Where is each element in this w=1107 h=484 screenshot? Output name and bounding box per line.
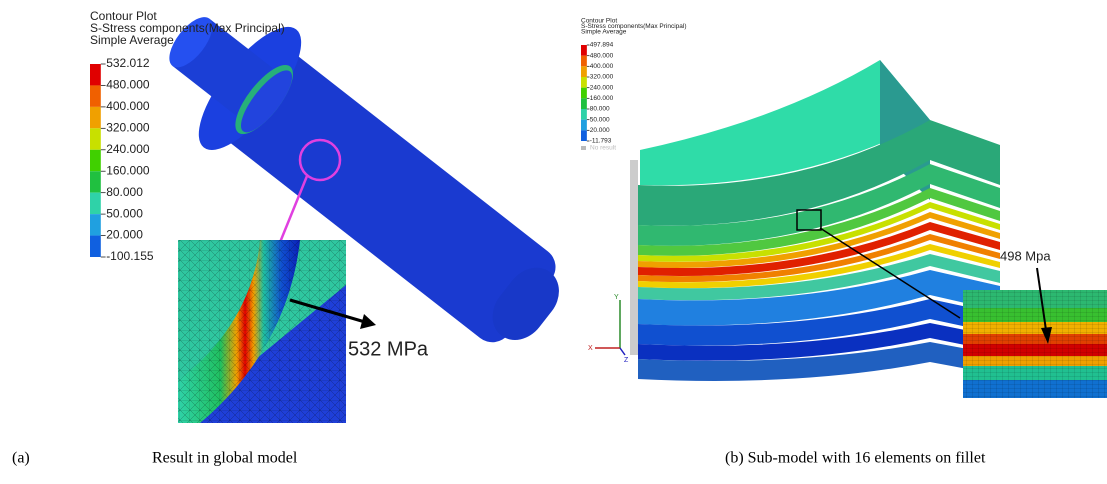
- legend-swatch: [581, 130, 587, 141]
- legend-swatch: [90, 64, 101, 85]
- legend-title: Simple Average: [581, 29, 627, 36]
- legend-label: 240.000: [590, 84, 614, 91]
- submodel-block: [630, 60, 1000, 381]
- legend-swatch: [581, 45, 587, 56]
- legend-swatch: [581, 146, 586, 150]
- legend-swatch: [90, 193, 101, 214]
- axis-label: X: [588, 345, 593, 352]
- legend-label: -11.793: [590, 138, 612, 145]
- legend-label: 50.000: [590, 116, 610, 123]
- inset-global: [178, 240, 376, 423]
- axis-label: Z: [624, 357, 629, 364]
- legend-label: 497.894: [590, 42, 614, 49]
- legend-label: 240.000: [106, 142, 150, 156]
- legend-swatch: [581, 109, 587, 120]
- axis-label: Y: [614, 294, 619, 301]
- caption: (b) Sub-model with 16 elements on fillet: [725, 450, 986, 467]
- legend-label: 400.000: [590, 63, 614, 70]
- legend-swatch: [90, 171, 101, 192]
- legend-label: -100.155: [106, 249, 154, 263]
- legend-label: 320.000: [590, 74, 614, 81]
- legend-title: Simple Average: [90, 33, 174, 47]
- legend-swatch: [581, 88, 587, 99]
- legend-label: 320.000: [106, 121, 150, 135]
- legend-label: 532.012: [106, 56, 150, 70]
- legend-label: 80.000: [590, 106, 610, 113]
- legend-label: 480.000: [590, 52, 614, 59]
- legend-label: 20.000: [106, 228, 143, 242]
- legend-swatch: [90, 236, 101, 257]
- legend-label: 20.000: [590, 127, 610, 134]
- legend-label: No result: [590, 145, 616, 152]
- annotation: 532 MPa: [348, 338, 429, 360]
- legend-swatch: [581, 120, 587, 131]
- legend-label: 160.000: [106, 163, 150, 177]
- legend-label: 160.000: [590, 95, 614, 102]
- legend-label: 80.000: [106, 185, 143, 199]
- caption-label: (a): [12, 450, 30, 467]
- caption: Result in global model: [152, 450, 298, 467]
- legend-label: 480.000: [106, 78, 150, 92]
- figure: 532 MPa 498 Mpa Y X Z (a) Result in glob…: [0, 0, 1107, 484]
- legend-swatch: [90, 128, 101, 149]
- legend-swatch: [90, 107, 101, 128]
- legend-swatch: [581, 98, 587, 109]
- legend-swatch: [581, 56, 587, 67]
- legend-swatch: [581, 77, 587, 88]
- legend-swatch: [581, 66, 587, 77]
- legend-swatch: [90, 150, 101, 171]
- legend-label: 50.000: [106, 206, 143, 220]
- annotation: 498 Mpa: [1000, 248, 1051, 263]
- axis-triad: [595, 300, 625, 355]
- legend-swatch: [90, 214, 101, 235]
- legend-swatch: [90, 85, 101, 106]
- legend-label: 400.000: [106, 99, 150, 113]
